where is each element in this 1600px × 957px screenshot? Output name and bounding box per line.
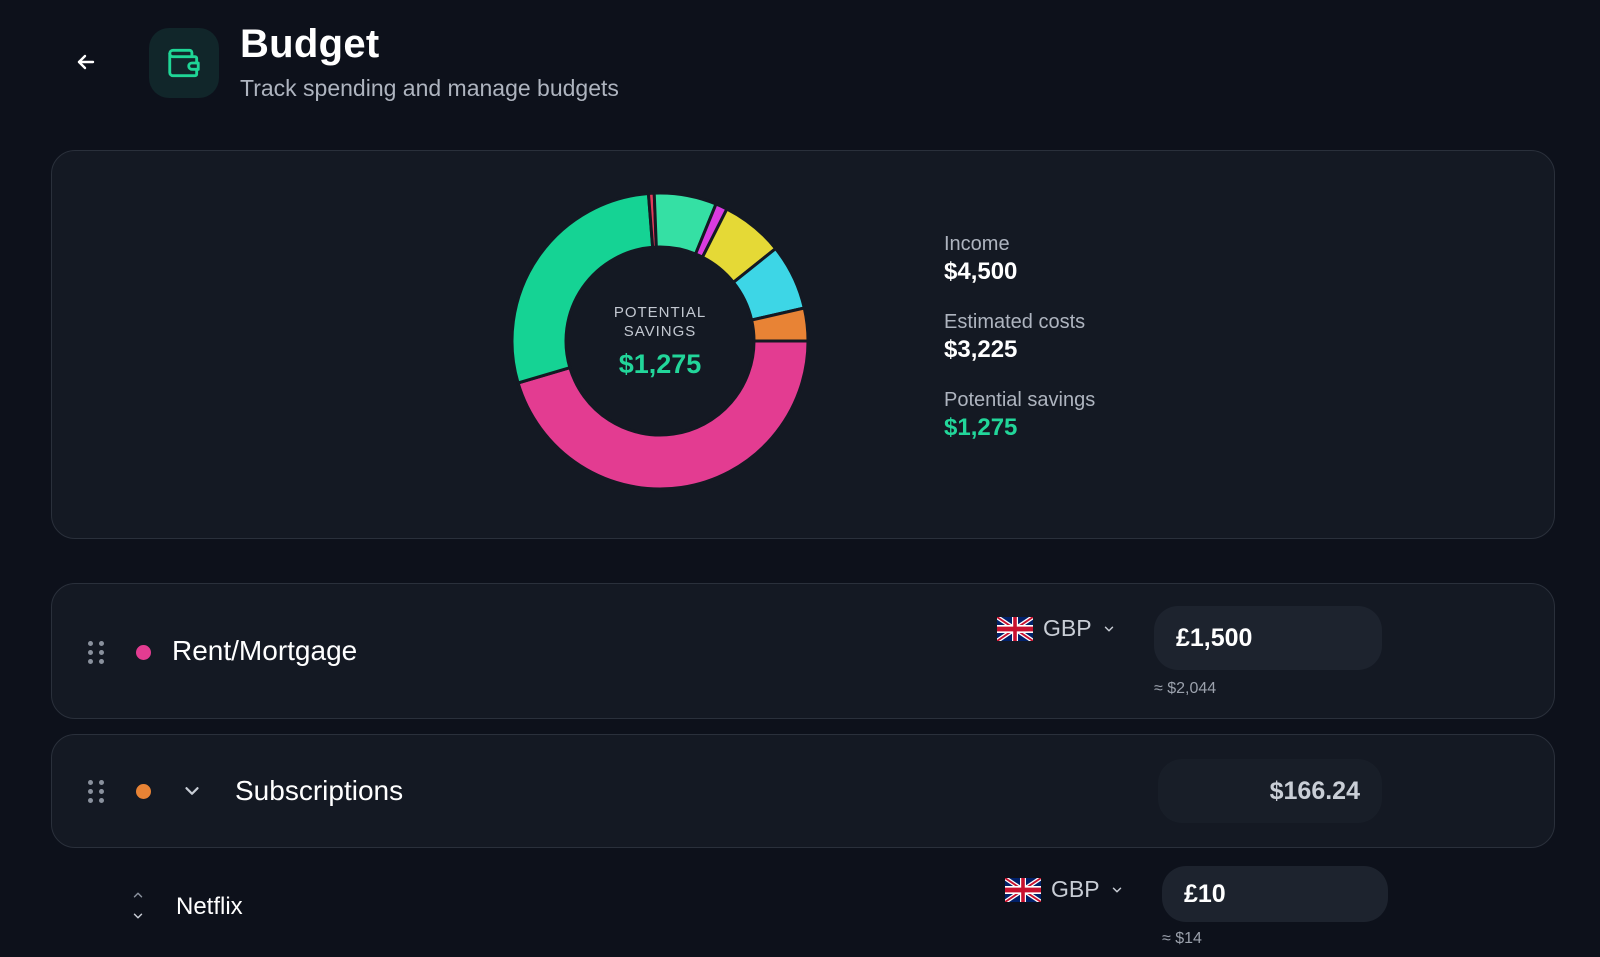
reorder-control [128, 888, 148, 928]
drag-handle-icon[interactable] [86, 777, 106, 805]
page-title: Budget [240, 22, 380, 66]
expand-toggle[interactable] [177, 776, 207, 806]
budget-row-rent: Rent/Mortgage GBP £1,500 ≈ $2,044 [51, 583, 1555, 719]
currency-select[interactable]: GBP [997, 615, 1116, 642]
donut-center-value: $1,275 [618, 348, 702, 379]
donut-center-label: POTENTIAL SAVINGS [613, 303, 707, 340]
income-value: $4,500 [944, 258, 1018, 285]
donut-center: POTENTIAL SAVINGS $1,275 [510, 191, 810, 491]
arrow-left-icon [77, 54, 95, 70]
category-total: $166.24 [1158, 759, 1382, 823]
row-name: Subscriptions [235, 775, 404, 806]
savings-label: Potential savings [944, 389, 1096, 411]
amount-input[interactable]: £10 [1162, 866, 1388, 922]
sub-item-name: Netflix [176, 893, 243, 920]
currency-code: GBP [1043, 615, 1092, 641]
donut-chart-svg [510, 191, 810, 491]
chevron-down-icon [1104, 626, 1113, 631]
row-name: Rent/Mortgage [172, 635, 358, 666]
app-icon [149, 28, 219, 98]
amount-input[interactable]: £1,500 [1154, 606, 1382, 670]
wallet-icon [168, 48, 200, 78]
chevron-down-icon[interactable] [131, 909, 145, 928]
converted-amount: ≈ $14 [1162, 930, 1202, 947]
stat-income: Income $4,500 [944, 231, 1095, 287]
chevron-up-icon[interactable] [131, 888, 145, 907]
stat-savings: Potential savings $1,275 [944, 387, 1095, 443]
category-color-dot [136, 784, 151, 799]
uk-flag-icon [1005, 877, 1041, 902]
donut-slice-1 [510, 191, 655, 385]
currency-code: GBP [1051, 876, 1100, 902]
drag-handle-icon[interactable] [86, 638, 106, 666]
summary-stats: Income $4,500 Estimated costs $3,225 Pot… [944, 231, 1095, 465]
back-button[interactable] [68, 44, 104, 80]
budget-row-subscriptions: Subscriptions $166.24 [51, 734, 1555, 848]
donut-slice-0 [516, 339, 810, 491]
donut-chart: POTENTIAL SAVINGS $1,275 [510, 191, 810, 491]
costs-value: $3,225 [944, 336, 1018, 363]
chevron-down-icon [185, 787, 199, 795]
currency-select[interactable]: GBP [1005, 876, 1124, 903]
converted-amount: ≈ $2,044 [1154, 680, 1217, 697]
category-color-dot [136, 645, 151, 660]
page-subtitle: Track spending and manage budgets [240, 75, 619, 101]
stat-costs: Estimated costs $3,225 [944, 309, 1095, 365]
summary-card: POTENTIAL SAVINGS $1,275 Income $4,500 E… [51, 150, 1555, 539]
income-label: Income [944, 233, 1010, 255]
savings-value: $1,275 [944, 414, 1018, 441]
costs-label: Estimated costs [944, 311, 1086, 333]
donut-slice-7 [749, 306, 810, 343]
uk-flag-icon [997, 616, 1033, 641]
chevron-down-icon [1112, 887, 1121, 892]
